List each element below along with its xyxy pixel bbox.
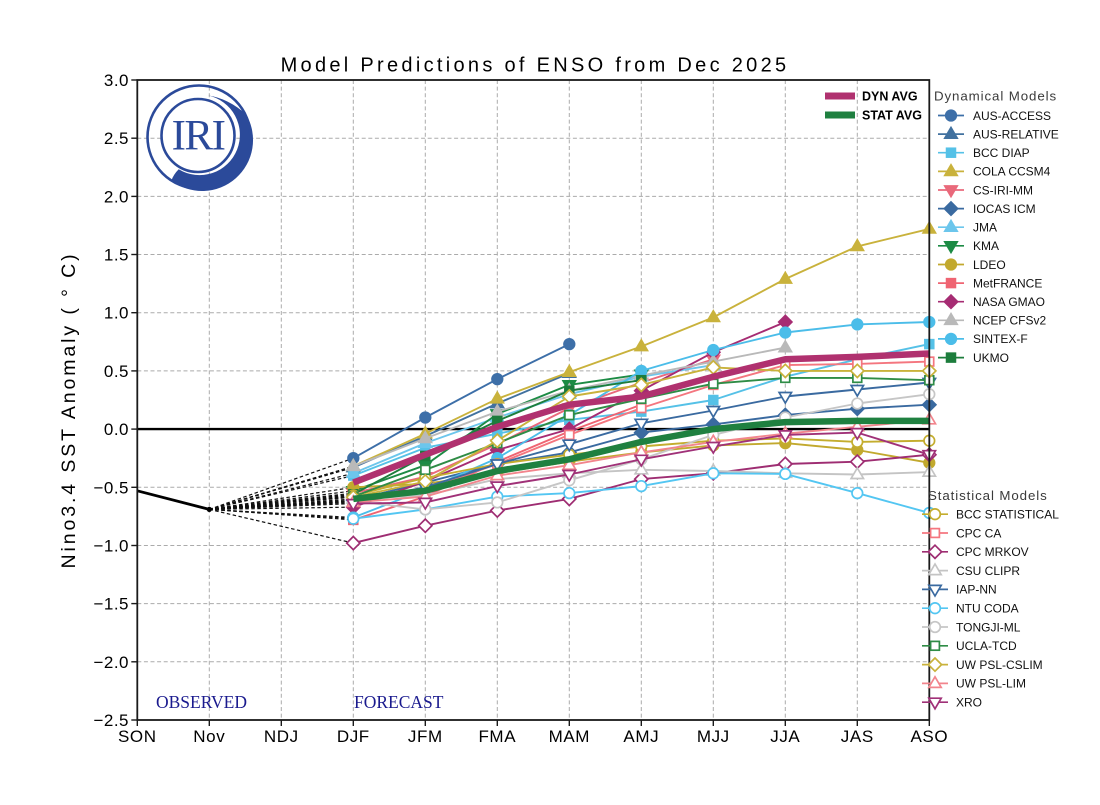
svg-text:Model Predictions of ENSO from: Model Predictions of ENSO from Dec 2025 [281,55,790,77]
svg-text:−2.0: −2.0 [93,653,129,672]
svg-text:COLA CCSM4: COLA CCSM4 [973,165,1051,179]
svg-text:CPC MRKOV: CPC MRKOV [956,545,1029,559]
svg-text:JFM: JFM [408,727,443,746]
svg-text:1.0: 1.0 [104,304,129,323]
svg-text:IAP-NN: IAP-NN [956,583,997,597]
svg-text:FORECAST: FORECAST [354,692,444,712]
svg-text:FMA: FMA [478,727,516,746]
svg-text:CSU CLIPR: CSU CLIPR [956,564,1020,578]
svg-text:3.0: 3.0 [104,71,129,90]
svg-text:NCEP CFSv2: NCEP CFSv2 [973,314,1046,328]
svg-text:AUS-RELATIVE: AUS-RELATIVE [973,127,1059,141]
svg-text:2.5: 2.5 [104,129,129,148]
svg-text:Nino3.4 SST Anomaly ( ° C): Nino3.4 SST Anomaly ( ° C) [58,252,80,569]
svg-text:JAS: JAS [841,727,874,746]
svg-text:XRO: XRO [956,696,982,710]
svg-text:NASA GMAO: NASA GMAO [973,295,1045,309]
svg-text:NTU CODA: NTU CODA [956,602,1019,616]
svg-text:MetFRANCE: MetFRANCE [973,276,1042,290]
svg-text:MJJ: MJJ [697,727,730,746]
svg-text:0.0: 0.0 [104,420,129,439]
svg-text:Nov: Nov [193,727,225,746]
svg-text:NDJ: NDJ [264,727,299,746]
svg-text:1.5: 1.5 [104,246,129,265]
svg-text:TONGJI-ML: TONGJI-ML [956,620,1021,634]
svg-text:KMA: KMA [973,239,999,253]
svg-text:IOCAS ICM: IOCAS ICM [973,202,1036,216]
svg-text:ASO: ASO [910,727,948,746]
svg-text:DYN AVG: DYN AVG [862,90,918,104]
svg-text:−0.5: −0.5 [93,478,129,497]
svg-text:JMA: JMA [973,221,997,235]
svg-text:SINTEX-F: SINTEX-F [973,332,1028,346]
svg-text:SON: SON [118,727,157,746]
svg-text:DJF: DJF [337,727,370,746]
svg-text:0.5: 0.5 [104,362,129,381]
svg-text:AUS-ACCESS: AUS-ACCESS [973,109,1051,123]
svg-text:2.0: 2.0 [104,187,129,206]
svg-text:BCC STATISTICAL: BCC STATISTICAL [956,508,1059,522]
svg-text:UCLA-TCD: UCLA-TCD [956,639,1017,653]
svg-text:UW PSL-LIM: UW PSL-LIM [956,677,1026,691]
svg-text:STAT AVG: STAT AVG [862,109,922,123]
svg-text:BCC DIAP: BCC DIAP [973,146,1030,160]
svg-text:−2.5: −2.5 [93,711,129,730]
svg-text:CPC CA: CPC CA [956,526,1001,540]
svg-text:MAM: MAM [549,727,590,746]
svg-text:AMJ: AMJ [623,727,659,746]
svg-text:Statistical Models: Statistical Models [928,488,1048,503]
svg-text:LDEO: LDEO [973,258,1006,272]
svg-text:−1.0: −1.0 [93,537,129,556]
svg-text:OBSERVED: OBSERVED [156,692,247,712]
svg-text:CS-IRI-MM: CS-IRI-MM [973,183,1033,197]
svg-text:UKMO: UKMO [973,351,1009,365]
svg-text:JJA: JJA [770,727,800,746]
svg-text:IRI: IRI [172,113,225,160]
svg-text:UW PSL-CSLIM: UW PSL-CSLIM [956,658,1043,672]
svg-text:Dynamical Models: Dynamical Models [934,89,1057,104]
svg-text:−1.5: −1.5 [93,595,129,614]
